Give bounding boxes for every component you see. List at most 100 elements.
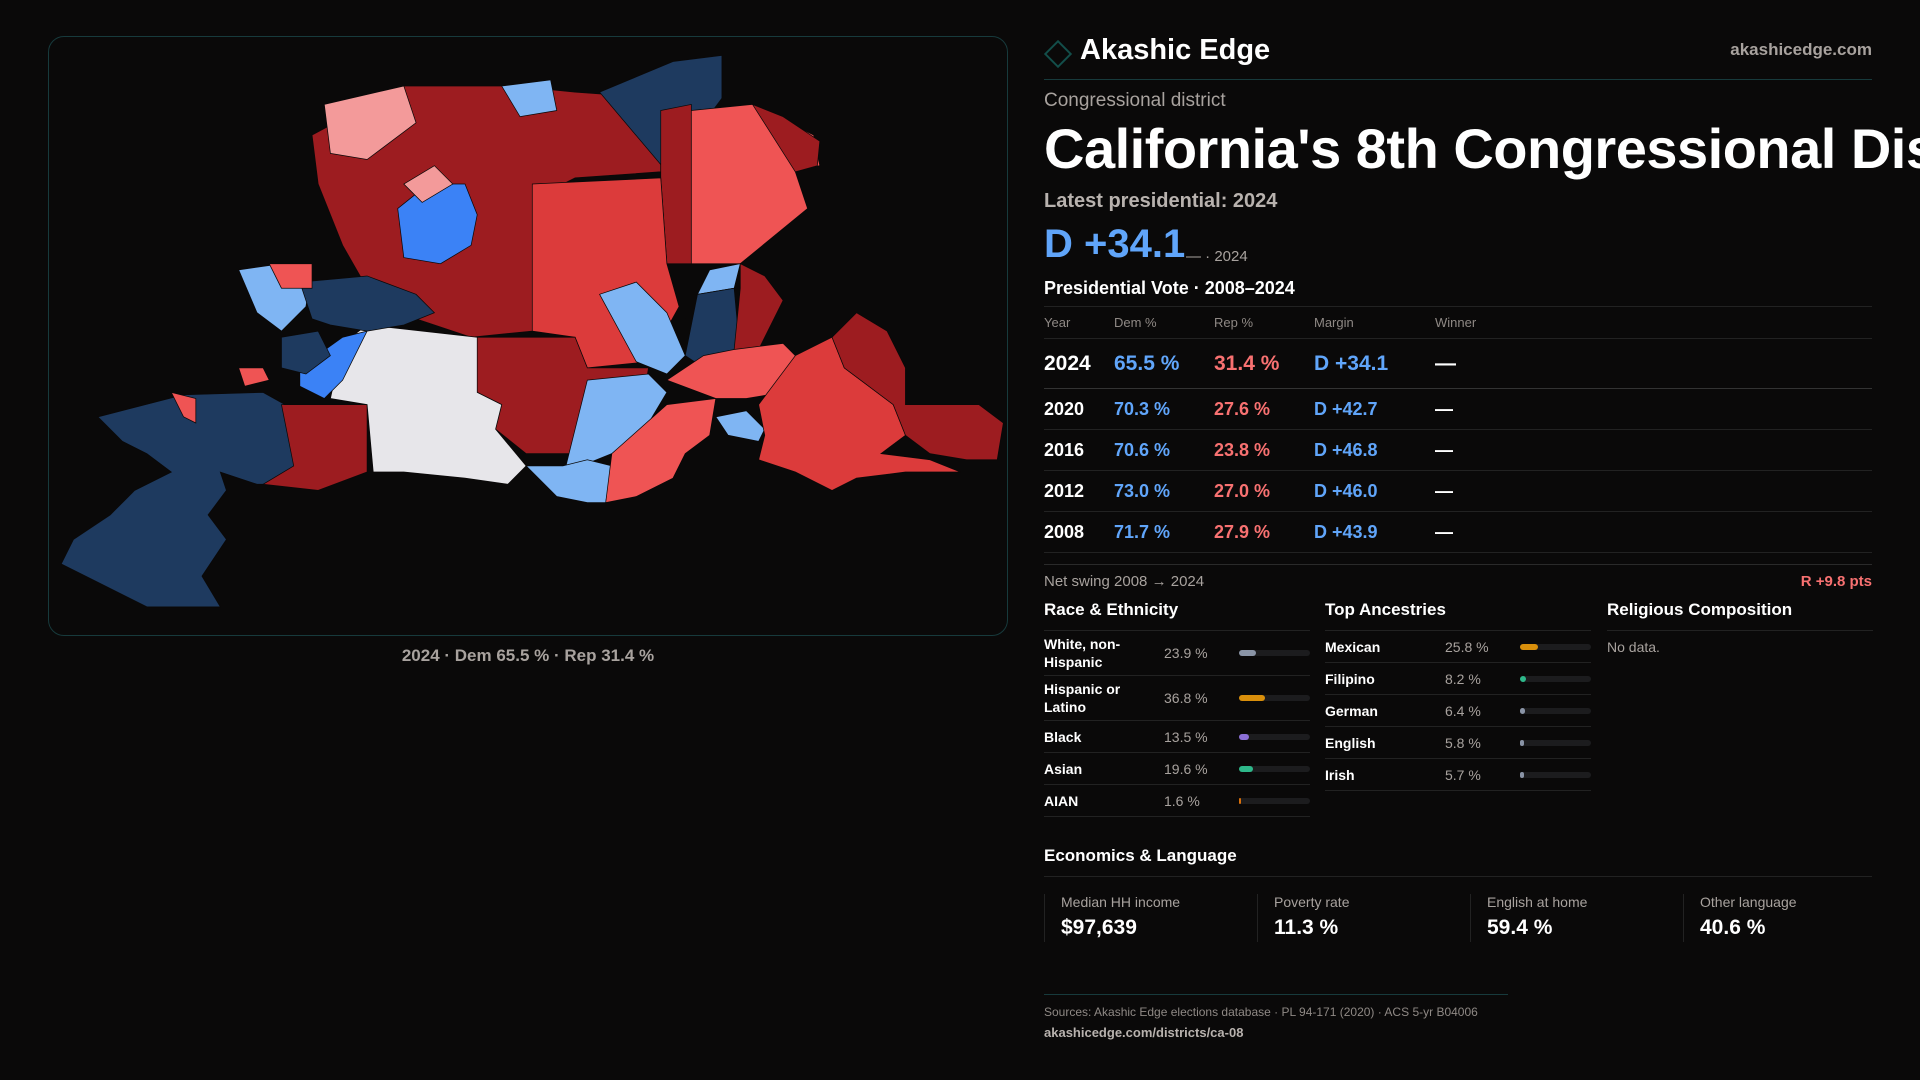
stat-value: $97,639	[1061, 916, 1137, 939]
stat-label: English at home	[1487, 894, 1588, 910]
precinct-light-red[interactable]	[238, 367, 270, 387]
row-value: 5.7 %	[1445, 766, 1481, 783]
religion-title: Religious Composition	[1607, 600, 1873, 631]
cell-rep: 27.6 %	[1214, 388, 1314, 430]
cell-margin: D +46.8	[1314, 429, 1435, 471]
page-title: California's 8th Congressional District	[1044, 117, 1920, 180]
cell-dem: 73.0 %	[1114, 470, 1214, 512]
ancestry-title: Top Ancestries	[1325, 600, 1591, 631]
col-margin: Margin	[1314, 306, 1435, 339]
share-bar	[1239, 695, 1310, 701]
share-bar-fill	[1520, 643, 1539, 650]
cell-margin: D +42.7	[1314, 388, 1435, 430]
religion-empty: No data.	[1607, 639, 1660, 655]
row-label: Black	[1044, 728, 1082, 745]
share-bar-fill	[1239, 650, 1256, 656]
vote-row: 2008 71.7 % 27.9 % D +43.9—	[1044, 511, 1872, 553]
row-value: 8.2 %	[1445, 670, 1481, 687]
precinct-light-blue[interactable]	[715, 410, 766, 442]
cell-winner: —	[1435, 429, 1872, 471]
share-bar-fill	[1239, 695, 1266, 701]
cell-winner: —	[1435, 338, 1872, 389]
net-swing: Net swing 2008 → 2024 R +9.8 pts	[1044, 564, 1872, 590]
share-bar	[1239, 797, 1310, 804]
precinct-dark-red[interactable]	[751, 103, 821, 173]
race-row: Asian 19.6 %	[1044, 753, 1310, 785]
precinct-light-red[interactable]	[170, 391, 197, 424]
district-map[interactable]	[48, 36, 1008, 636]
precinct-dark-red[interactable]	[733, 263, 784, 350]
ancestry-row: Filipino 8.2 %	[1325, 663, 1591, 695]
cell-dem: 70.6 %	[1114, 429, 1214, 471]
economics-title: Economics & Language	[1044, 846, 1872, 877]
precinct-navy[interactable]	[299, 275, 436, 332]
precinct-white[interactable]	[329, 324, 527, 485]
sources: Sources: Akashic Edge elections database…	[1044, 1005, 1478, 1019]
col-dem: Dem %	[1114, 306, 1214, 339]
cell-winner: —	[1435, 470, 1872, 512]
vote-row: 2012 73.0 % 27.0 % D +46.0—	[1044, 470, 1872, 512]
vote-row: 2024 65.5 % 31.4 % D +34.1—	[1044, 338, 1872, 389]
cell-dem: 65.5 %	[1114, 338, 1214, 389]
vote-row: 2016 70.6 % 23.8 % D +46.8—	[1044, 429, 1872, 471]
share-bar	[1520, 739, 1591, 746]
stat-value: 59.4 %	[1487, 916, 1553, 939]
row-value: 1.6 %	[1164, 792, 1200, 809]
map-caption: 2024 · Dem 65.5 % · Rep 31.4 %	[401, 646, 655, 665]
share-bar-fill	[1520, 771, 1525, 778]
cell-winner: —	[1435, 511, 1872, 553]
race-row: Hispanic or Latino 36.8 %	[1044, 676, 1310, 721]
latest-margin-sub: — · 2024	[1186, 248, 1248, 265]
share-bar-fill	[1239, 733, 1249, 740]
stat-other-language: Other language 40.6 %	[1683, 894, 1896, 942]
stat-value: 11.3 %	[1274, 916, 1339, 939]
share-bar-fill	[1239, 797, 1241, 804]
share-bar	[1520, 771, 1591, 778]
vote-row: 2020 70.3 % 27.6 % D +42.7—	[1044, 388, 1872, 430]
share-bar-fill	[1520, 739, 1525, 746]
site-header: Akashic Edge akashicedge.com	[1044, 30, 1872, 80]
precinct-dark-red[interactable]	[831, 312, 1004, 461]
precinct-map[interactable]	[49, 37, 1007, 635]
row-value: 23.9 %	[1164, 645, 1208, 661]
precinct-pink[interactable]	[403, 165, 454, 203]
row-label: White, non-Hispanic	[1044, 636, 1121, 670]
race-row: AIAN 1.6 %	[1044, 785, 1310, 817]
share-bar-fill	[1239, 765, 1253, 772]
district-type: Congressional district	[1044, 90, 1226, 111]
district-url[interactable]: akashicedge.com/districts/ca-08	[1044, 1025, 1244, 1040]
ancestry-row: German 6.4 %	[1325, 695, 1591, 727]
cell-rep: 31.4 %	[1214, 338, 1314, 389]
precinct-pink[interactable]	[323, 85, 417, 160]
stat-label: Median HH income	[1061, 894, 1181, 910]
share-bar	[1520, 675, 1591, 682]
precinct-navy[interactable]	[281, 330, 331, 375]
ancestry-row: Irish 5.7 %	[1325, 759, 1591, 791]
row-label: Filipino	[1325, 670, 1375, 687]
religion-section: Religious Composition No data.	[1607, 600, 1873, 655]
precinct-blue[interactable]	[299, 330, 368, 399]
row-label: English	[1325, 734, 1376, 751]
precinct-light-blue[interactable]	[525, 459, 613, 504]
latest-presidential-label: Latest presidential: 2024	[1044, 190, 1278, 212]
cell-rep: 27.9 %	[1214, 511, 1314, 553]
latest-margin: D +34.1	[1044, 222, 1186, 266]
precinct-light-red[interactable]	[605, 398, 717, 504]
ancestry-row: English 5.8 %	[1325, 727, 1591, 759]
brand-name[interactable]: Akashic Edge	[1080, 34, 1271, 66]
cell-margin: D +46.0	[1314, 470, 1435, 512]
row-value: 5.8 %	[1445, 734, 1481, 751]
precinct-dark-red[interactable]	[660, 103, 692, 265]
precinct-light-blue[interactable]	[501, 79, 558, 118]
share-bar	[1520, 643, 1591, 650]
race-row: Black 13.5 %	[1044, 721, 1310, 753]
share-bar-fill	[1520, 675, 1526, 682]
share-bar-fill	[1520, 707, 1525, 714]
site-link[interactable]: akashicedge.com	[1730, 40, 1872, 59]
stat-value: 40.6 %	[1700, 916, 1766, 939]
cell-rep: 23.8 %	[1214, 429, 1314, 471]
stat-income: Median HH income $97,639	[1044, 894, 1257, 942]
cell-year: 2020	[1044, 388, 1114, 430]
precinct-light-red[interactable]	[268, 263, 313, 289]
row-label: Asian	[1044, 760, 1083, 777]
